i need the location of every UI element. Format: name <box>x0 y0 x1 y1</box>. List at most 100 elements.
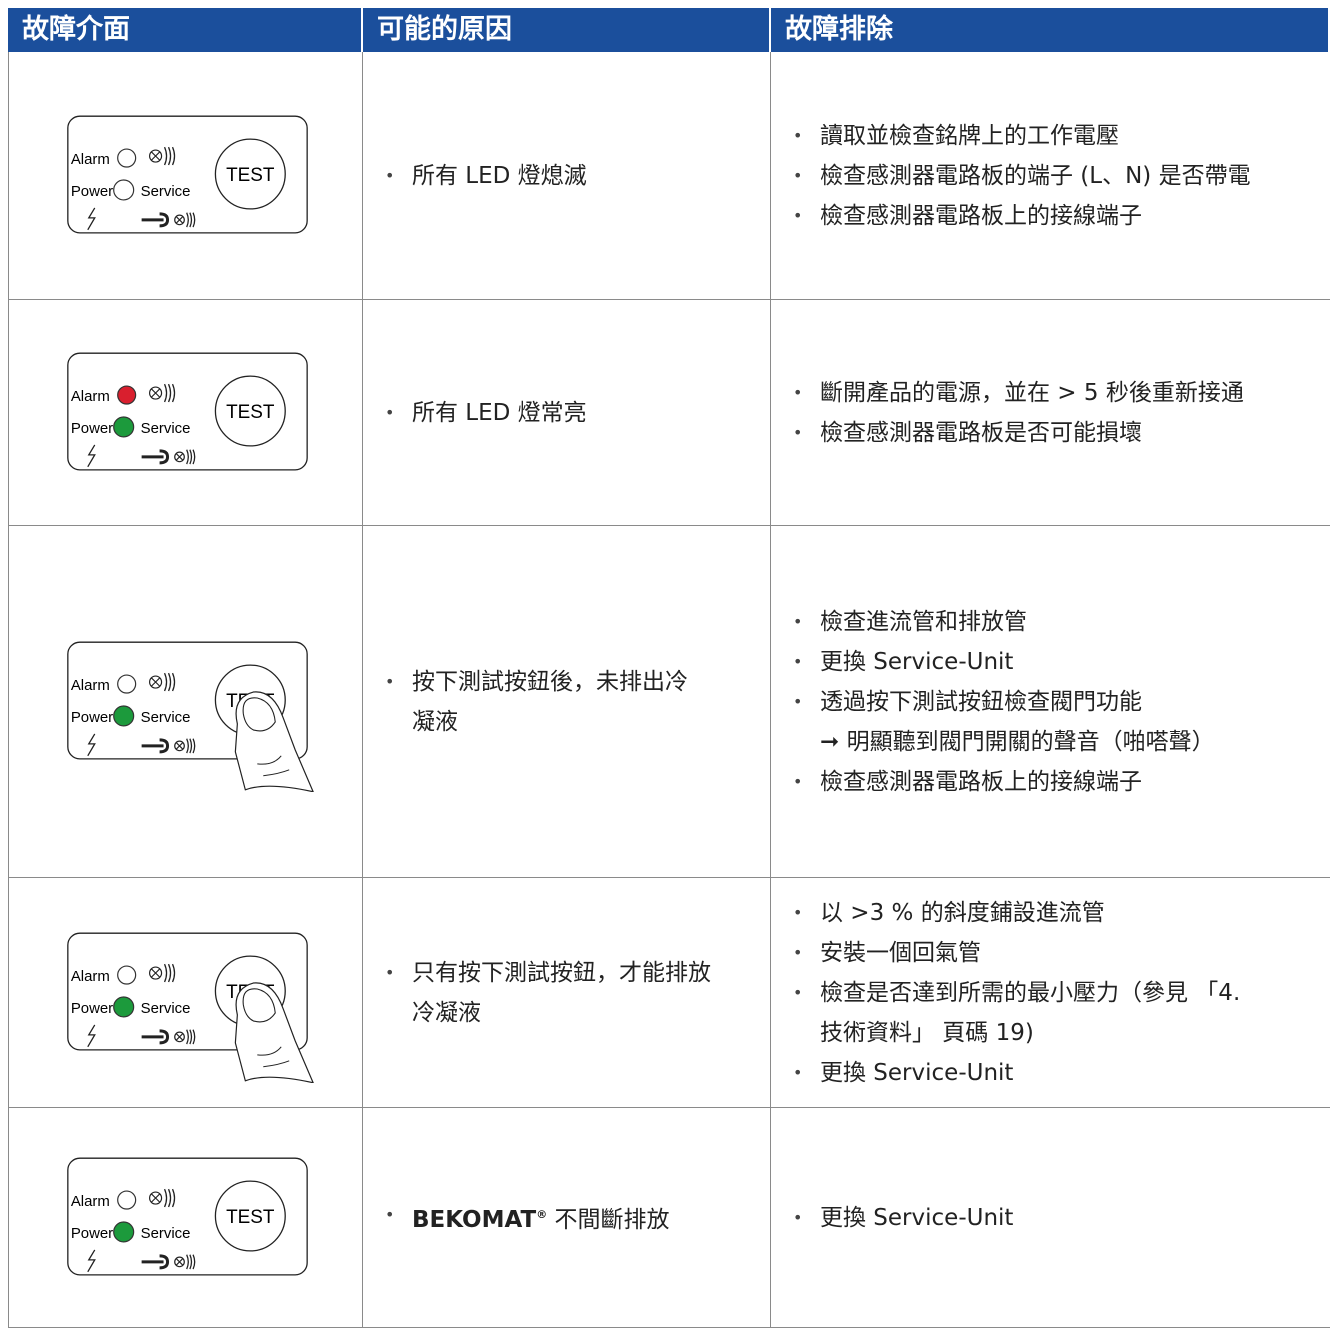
remedy-cell: 檢查進流管和排放管更換 Service-Unit 透過按下測試按鈕檢查閥門功能 ➞ … <box>771 526 1330 878</box>
remedy-item: 檢查進流管和排放管 <box>771 602 1215 642</box>
cause-cell: BEKOMAT® 不間斷排放 <box>363 1108 771 1328</box>
alarm-led <box>117 1189 137 1210</box>
lamp-icon <box>174 450 185 462</box>
cause-list: 所有 LED 燈熄滅 <box>363 156 587 196</box>
lamp-icon <box>149 1190 163 1205</box>
finger-nail <box>242 696 276 731</box>
power-led <box>113 178 135 201</box>
alarm-led <box>117 384 137 405</box>
finger-crease <box>257 1046 290 1067</box>
sound-wave <box>186 448 189 464</box>
lamp-cross <box>175 452 184 460</box>
lamp-icon <box>149 148 163 163</box>
sound-wave <box>186 737 189 753</box>
sound-wave <box>163 383 168 402</box>
brand-name: BEKOMAT <box>412 1207 537 1233</box>
finger <box>234 690 314 792</box>
sound-wave <box>167 963 172 982</box>
service-label: Service <box>141 1224 191 1241</box>
test-label: TEST <box>226 1206 275 1227</box>
sound-wave <box>189 1253 193 1269</box>
remedy-text: 檢查感測器電路板是否可能損壞 <box>820 419 1142 446</box>
remedy-item: 透過按下測試按鈕檢查閥門功能 ➞ 明顯聽到閥門開關的聲音（啪嗒聲） <box>771 682 1215 762</box>
cause-cell: 所有 LED 燈常亮 <box>363 300 771 526</box>
remedy-item: 斷開產品的電源，並在 > 5 秒後重新接通 <box>771 373 1244 413</box>
lamp-icon <box>174 213 185 225</box>
lamp-cross <box>175 1032 184 1040</box>
power-label: Power <box>71 419 113 436</box>
power-label: Power <box>71 999 113 1016</box>
sound-wave <box>192 737 196 753</box>
remedy-cell: 讀取並檢查銘牌上的工作電壓檢查感測器電路板的端子 (L、N) 是否帶電檢查感測器… <box>771 52 1330 300</box>
lamp-cross <box>151 968 160 977</box>
cause-text: 按下測試按鈕後，未排出冷 <box>412 668 688 695</box>
lamp-icon <box>149 965 163 980</box>
panel: Alarm Power Service TEST <box>67 1157 308 1275</box>
cause-text: 只有按下測試按鈕，才能排放 <box>412 959 711 986</box>
test-label: TEST <box>226 401 275 422</box>
alarm-label: Alarm <box>71 1193 110 1210</box>
wrench-icon <box>141 737 170 753</box>
wrench-icon <box>141 448 170 464</box>
sound-wave <box>167 672 172 691</box>
sound-wave <box>186 211 189 227</box>
test-button <box>214 137 286 210</box>
service-label: Service <box>141 182 191 199</box>
sound-wave <box>167 383 172 402</box>
remedy-text: 更換 Service-Unit <box>820 1204 1014 1231</box>
sound-wave <box>171 963 176 982</box>
sound-wave <box>163 1188 168 1207</box>
lamp-icon <box>174 1030 185 1042</box>
remedy-text: 技術資料」 頁碼 19) <box>820 1019 1034 1046</box>
cause-text: 所有 LED 燈熄滅 <box>412 162 587 189</box>
finger <box>234 981 314 1083</box>
remedy-list: 讀取並檢查銘牌上的工作電壓檢查感測器電路板的端子 (L、N) 是否帶電檢查感測器… <box>771 116 1251 236</box>
cause-line: BEKOMAT® 不間斷排放 <box>412 1195 670 1240</box>
lamp-cross <box>175 741 184 749</box>
cause-list: BEKOMAT® 不間斷排放 <box>363 1195 670 1240</box>
wrench-icon <box>141 1028 170 1044</box>
remedy-list: 以 >3 % 的斜度鋪設進流管安裝一個回氣管檢查是否達到所需的最小壓力（參見 「… <box>771 893 1240 1093</box>
remedy-cell: 以 >3 % 的斜度鋪設進流管安裝一個回氣管檢查是否達到所需的最小壓力（參見 「… <box>771 878 1330 1108</box>
power-led <box>113 704 135 727</box>
cause-list: 所有 LED 燈常亮 <box>363 393 587 433</box>
remedy-list: 檢查進流管和排放管更換 Service-Unit 透過按下測試按鈕檢查閥門功能 ➞ … <box>771 602 1215 802</box>
column-header: 故障介面 <box>8 8 363 52</box>
remedy-list: 斷開產品的電源，並在 > 5 秒後重新接通檢查感測器電路板是否可能損壞 <box>771 373 1244 453</box>
remedy-list: 更換 Service-Unit <box>771 1198 1013 1238</box>
alarm-led <box>117 964 137 985</box>
alarm-led <box>117 147 137 168</box>
remedy-text: 以 >3 % 的斜度鋪設進流管 <box>820 899 1105 926</box>
service-label: Service <box>141 419 191 436</box>
lamp-cross <box>175 215 184 223</box>
remedy-text: 檢查進流管和排放管 <box>820 608 1027 635</box>
panel: Alarm Power Service TEST <box>67 115 308 233</box>
alarm-label: Alarm <box>71 968 110 985</box>
sound-wave <box>163 963 168 982</box>
power-label: Power <box>71 708 113 725</box>
sound-wave <box>171 672 176 691</box>
remedy-item: 檢查是否達到所需的最小壓力（參見 「4. 技術資料」 頁碼 19) <box>771 973 1240 1053</box>
test-button <box>214 374 286 447</box>
remedy-text: 斷開產品的電源，並在 > 5 秒後重新接通 <box>820 379 1244 406</box>
alarm-label: Alarm <box>71 151 110 168</box>
remedy-text: 檢查是否達到所需的最小壓力（參見 「4. <box>820 979 1241 1006</box>
cause-item: BEKOMAT® 不間斷排放 <box>363 1195 670 1240</box>
sound-wave <box>189 211 193 227</box>
remedy-cell: 更換 Service-Unit <box>771 1108 1330 1328</box>
power-label: Power <box>71 182 113 199</box>
power-led <box>113 415 135 438</box>
cause-item: 所有 LED 燈常亮 <box>363 393 587 433</box>
sound-wave <box>189 737 193 753</box>
